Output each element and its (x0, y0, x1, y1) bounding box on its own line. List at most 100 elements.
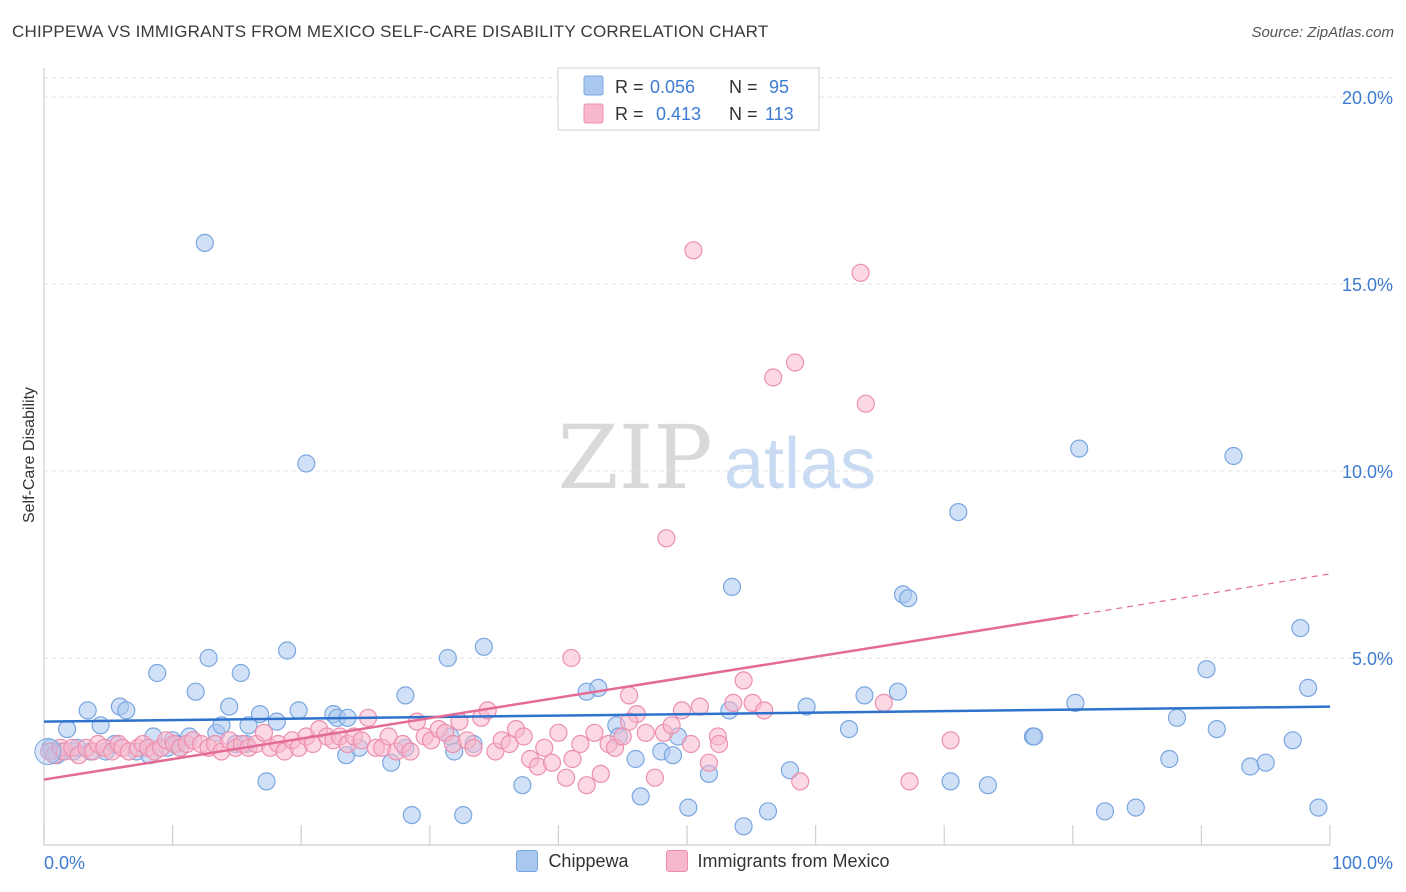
chippewa-point (679, 798, 698, 817)
y-tick-label: 15.0% (1342, 275, 1393, 295)
mexico-point (672, 701, 692, 720)
chippewa-point (780, 761, 800, 780)
mexico-point (563, 749, 582, 769)
chippewa-trend-line (43, 705, 1331, 723)
mexico-point (657, 529, 676, 548)
chippewa-point (839, 719, 859, 739)
mexico-point (514, 727, 533, 746)
watermark-zip: ZIP (557, 406, 712, 509)
mexico-point (684, 241, 703, 260)
watermark-atlas: atlas (724, 424, 876, 504)
chippewa-point (78, 701, 97, 720)
chippewa-point (1283, 731, 1302, 750)
chippewa-point (1224, 446, 1243, 466)
mexico-point (645, 768, 665, 787)
chippewa-point (1095, 802, 1115, 821)
mexico-trend-extension (1072, 573, 1331, 617)
mexico-point (734, 671, 753, 690)
chippewa-point (1256, 753, 1275, 772)
mexico-point (900, 772, 919, 791)
chippewa-point (663, 746, 683, 765)
chippewa-point (1309, 798, 1328, 817)
mexico-point (542, 753, 562, 772)
chippewa-point (257, 772, 276, 791)
mexico-point (636, 723, 655, 742)
chippewa-point (186, 682, 205, 701)
x-tick-label-min: 0.0% (44, 853, 85, 873)
mexico-point (724, 693, 743, 713)
mexico-point (577, 776, 596, 795)
trend-lines (43, 573, 1331, 781)
chippewa-point (626, 749, 645, 769)
legend-swatch-chippewa (583, 75, 604, 96)
legend-r-value: 0.056 (650, 77, 695, 97)
mexico-trend-line (43, 614, 1073, 781)
mexico-point (709, 734, 729, 754)
chippewa-point (1167, 708, 1187, 727)
chippewa-point (941, 772, 960, 791)
mexico-point (690, 697, 710, 716)
chippewa-point (212, 716, 231, 735)
chippewa-point (57, 719, 77, 739)
source-credit: Source: ZipAtlas.com (1251, 24, 1394, 41)
y-axis-label: Self-Care Disability (21, 387, 38, 523)
grid (44, 77, 1393, 659)
mexico-point (571, 734, 590, 754)
legend-n-value: 113 (765, 104, 794, 124)
chippewa-point (513, 776, 532, 795)
legend-swatch-mexico (583, 103, 604, 124)
chippewa-point (589, 678, 608, 698)
axes: 5.0% 10.0% 15.0% 20.0% (43, 68, 1393, 846)
mexico-point (254, 723, 273, 742)
mexico-point (401, 742, 420, 761)
y-tick-label: 10.0% (1342, 462, 1393, 482)
chippewa-point (1197, 660, 1216, 679)
mexico-point (352, 731, 371, 750)
mexico-point (851, 263, 870, 282)
chippewa-point (474, 637, 493, 656)
stats-legend: R = 0.056 N = 95 R = 0.413 N = 113 (557, 67, 820, 131)
mexico-point (585, 723, 604, 742)
legend-label-mexico: Immigrants from Mexico (697, 850, 890, 871)
chippewa-point (438, 648, 457, 668)
mexico-point (941, 731, 960, 750)
chippewa-point (722, 577, 742, 597)
mexico-point (856, 394, 875, 413)
chippewa-point (199, 648, 218, 668)
legend-n-label: N = (729, 104, 758, 124)
mexico-point (619, 686, 639, 705)
chippewa-point (758, 802, 778, 821)
mexico-point (874, 693, 893, 713)
mexico-point (681, 734, 701, 754)
chippewa-point (1298, 678, 1318, 698)
legend-item-mexico: Immigrants from Mexico (665, 850, 890, 872)
mexico-point (764, 368, 783, 387)
legend-r-value: 0.413 (656, 104, 701, 124)
chippewa-point (231, 663, 250, 683)
legend-item-chippewa: Chippewa (516, 850, 629, 872)
y-tick-label: 20.0% (1342, 88, 1393, 108)
mexico-point (785, 353, 805, 372)
legend-label-chippewa: Chippewa (548, 850, 629, 871)
legend-n-label: N = (729, 77, 758, 97)
chippewa-point (239, 716, 258, 735)
legend-swatch-chippewa (516, 850, 539, 872)
x-tick-label-max: 100.0% (1332, 853, 1393, 873)
chippewa-point (797, 697, 816, 716)
mexico-point (755, 701, 774, 720)
mexico-point (549, 723, 568, 742)
chippewa-point (278, 641, 297, 660)
legend-r-label: R = (615, 104, 644, 124)
chippewa-point (454, 805, 473, 825)
chippewa-point (297, 454, 316, 473)
chippewa-point (631, 787, 650, 806)
chippewa-point (855, 686, 874, 705)
y-tick-label: 5.0% (1352, 649, 1393, 669)
chippewa-point (148, 663, 167, 683)
mexico-point (699, 753, 719, 772)
chippewa-point (396, 686, 415, 705)
chippewa-point (734, 817, 753, 836)
chippewa-point (949, 502, 968, 522)
mexico-point (379, 727, 398, 746)
chippewa-point (1025, 727, 1044, 746)
